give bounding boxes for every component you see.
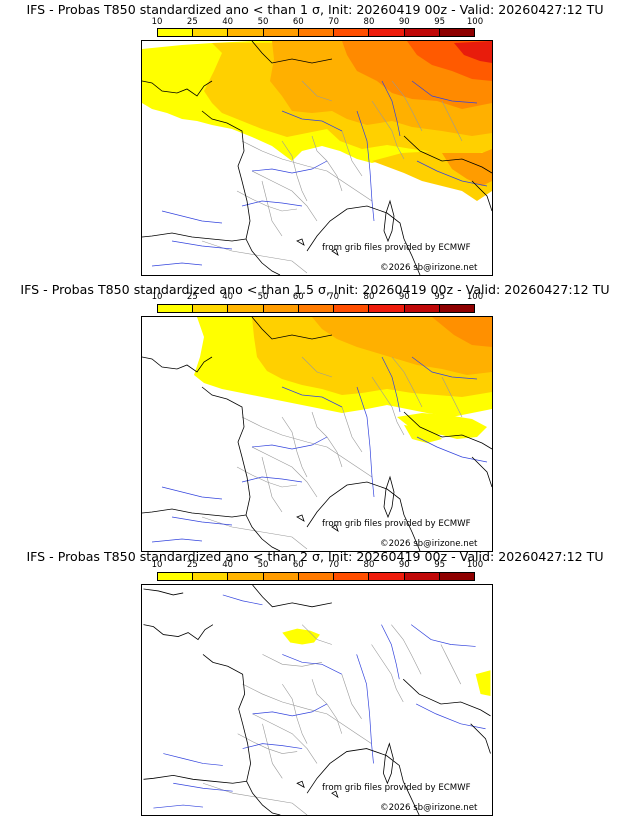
colorbar-tick: 95	[434, 17, 446, 27]
colorbar-tick: 10	[151, 560, 163, 570]
colorbar-segment	[369, 573, 405, 580]
credit-site: ©2026 sb@irizone.net	[380, 803, 478, 813]
map-svg	[143, 585, 491, 815]
colorbar-segment	[158, 29, 194, 36]
colorbar	[157, 572, 475, 581]
colorbar-tick: 60	[292, 17, 304, 27]
colorbar-tick: 100	[466, 292, 484, 302]
colorbar-tick-labels: 10 25 40 50 60 70 80 90 95 100	[152, 292, 484, 303]
colorbar-segment	[298, 305, 335, 312]
colorbar-tick: 50	[257, 560, 269, 570]
colorbar-tick: 50	[257, 17, 269, 27]
credit-site: ©2026 sb@irizone.net	[380, 263, 478, 273]
colorbar-tick-labels: 10 25 40 50 60 70 80 90 95 100	[152, 17, 484, 28]
admin-borders	[201, 356, 463, 550]
colorbar-segment	[334, 305, 370, 312]
panel-title: IFS - Probas T850 standardized ano < tha…	[20, 282, 610, 297]
colorbar-segment	[334, 29, 370, 36]
colorbar-tick: 25	[186, 17, 198, 27]
panel-title: IFS - Probas T850 standardized ano < tha…	[26, 2, 604, 17]
prob-area-dark-orange	[432, 317, 492, 347]
colorbar-tick: 95	[434, 560, 446, 570]
panel-title: IFS - Probas T850 standardized ano < tha…	[26, 549, 604, 564]
colorbar-tick: 80	[363, 292, 375, 302]
map-panel-2: IFS - Probas T850 standardized ano < tha…	[0, 276, 630, 552]
colorbar-segment	[228, 29, 264, 36]
colorbar-segment	[263, 305, 299, 312]
colorbar-segment	[263, 573, 299, 580]
colorbar-segment	[439, 305, 474, 312]
colorbar-tick: 60	[292, 560, 304, 570]
colorbar-segment	[263, 29, 299, 36]
colorbar	[157, 304, 475, 313]
colorbar-tick-labels: 10 25 40 50 60 70 80 90 95 100	[152, 560, 484, 571]
prob-area-alps-small	[404, 425, 442, 443]
colorbar-segment	[158, 573, 194, 580]
probability-map	[141, 584, 493, 816]
colorbar-tick: 25	[186, 560, 198, 570]
rivers	[151, 80, 488, 267]
colorbar-tick: 100	[466, 560, 484, 570]
credit-source: from grib files provided by ECMWF	[322, 783, 471, 793]
colorbar-tick: 90	[398, 17, 410, 27]
colorbar-segment	[193, 29, 229, 36]
colorbar-tick: 40	[222, 560, 234, 570]
colorbar-tick: 50	[257, 292, 269, 302]
sea-biscay	[142, 159, 250, 241]
credit-site: ©2026 sb@irizone.net	[380, 539, 478, 549]
prob-area-yellow-edge	[475, 670, 491, 697]
colorbar-segment	[404, 29, 440, 36]
colorbar-segment	[158, 305, 194, 312]
colorbar-tick: 90	[398, 560, 410, 570]
colorbar	[157, 28, 475, 37]
credit-source: from grib files provided by ECMWF	[322, 243, 471, 253]
prob-area-red	[454, 41, 492, 63]
colorbar-tick: 80	[363, 560, 375, 570]
colorbar-tick: 70	[328, 17, 340, 27]
prob-area-orange	[312, 317, 492, 375]
colorbar-tick: 70	[328, 560, 340, 570]
colorbar-segment	[369, 305, 405, 312]
colorbar-segment	[193, 305, 229, 312]
colorbar-tick: 10	[151, 292, 163, 302]
coastline	[143, 585, 491, 815]
map-svg	[142, 317, 492, 551]
colorbar-tick: 25	[186, 292, 198, 302]
map-svg	[142, 41, 492, 275]
colorbar-tick: 10	[151, 17, 163, 27]
credit-source: from grib files provided by ECMWF	[322, 519, 471, 529]
colorbar-segment	[439, 573, 474, 580]
colorbar-tick: 40	[222, 17, 234, 27]
colorbar-tick: 95	[434, 292, 446, 302]
colorbar-segment	[228, 305, 264, 312]
prob-area-yellow-small	[282, 628, 320, 645]
colorbar-segment	[228, 573, 264, 580]
probability-map	[141, 40, 493, 276]
colorbar-tick: 60	[292, 292, 304, 302]
colorbar-tick: 100	[466, 17, 484, 27]
colorbar-segment	[404, 305, 440, 312]
map-panel-1: IFS - Probas T850 standardized ano < tha…	[0, 0, 630, 276]
colorbar-segment	[298, 573, 335, 580]
prob-area-alps-orange	[442, 149, 492, 186]
colorbar-tick: 90	[398, 292, 410, 302]
coastline	[142, 41, 492, 275]
map-panel-3: IFS - Probas T850 standardized ano < tha…	[0, 546, 630, 822]
colorbar-segment	[369, 29, 405, 36]
colorbar-segment	[298, 29, 335, 36]
colorbar-tick: 70	[328, 292, 340, 302]
colorbar-segment	[334, 573, 370, 580]
colorbar-tick: 80	[363, 17, 375, 27]
colorbar-segment	[193, 573, 229, 580]
prob-area-alps	[397, 413, 487, 439]
coastline	[142, 317, 492, 551]
colorbar-tick: 40	[222, 292, 234, 302]
colorbar-segment	[404, 573, 440, 580]
colorbar-segment	[439, 29, 474, 36]
probability-map	[141, 316, 493, 552]
